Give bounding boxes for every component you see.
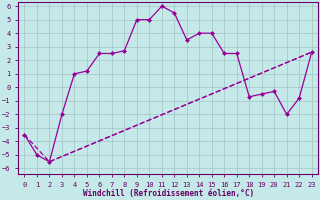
X-axis label: Windchill (Refroidissement éolien,°C): Windchill (Refroidissement éolien,°C) — [83, 189, 254, 198]
